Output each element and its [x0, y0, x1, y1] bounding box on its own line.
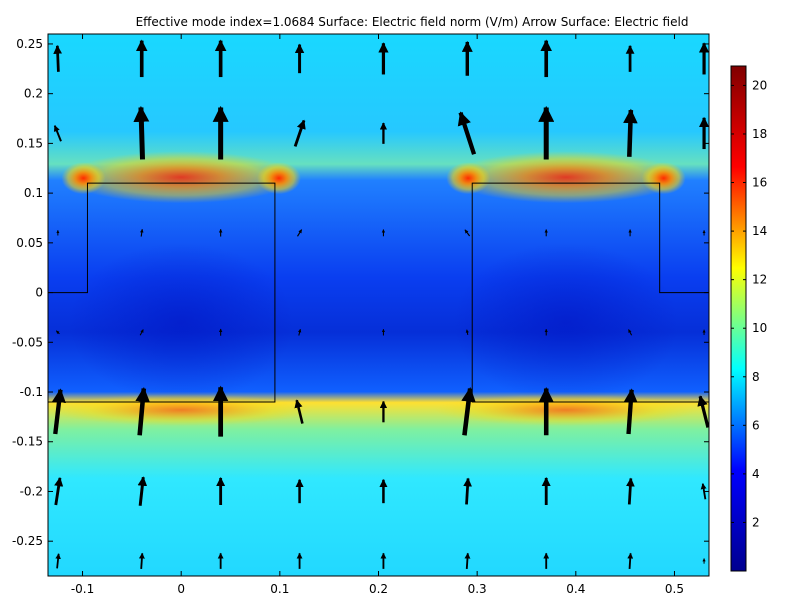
- x-tick-label: 0.1: [270, 582, 289, 596]
- dark-core-1: [453, 242, 679, 403]
- field-arrow: [53, 125, 62, 142]
- field-arrow: [623, 108, 638, 157]
- y-tick-label: -0.05: [12, 335, 43, 349]
- colorbar-tick-label: 2: [752, 515, 760, 529]
- colorbar-tick-label: 6: [752, 418, 760, 432]
- field-arrow: [464, 552, 471, 569]
- field-arrow: [54, 477, 64, 506]
- waveguide-outlines: [48, 182, 709, 403]
- hotspot-corner-left-0: [61, 162, 106, 195]
- x-tick-label: 0.3: [468, 582, 487, 596]
- hotspot-corner-right-1: [641, 162, 686, 195]
- field-arrow: [53, 44, 63, 72]
- y-axis: 0.25 0.2 0.15 0.1 0.05 0 -0.05 -0.1 -0.15 -0.2 -0.…: [12, 37, 709, 548]
- colorbar-ticks: 20 18 16 14 12 10 8 6 4 2: [731, 78, 767, 529]
- hotspot-top-1: [449, 151, 683, 204]
- field-arrow: [294, 399, 304, 424]
- field-arrow: [133, 105, 150, 160]
- waveguide-right: [471, 182, 709, 403]
- hotspot-top-0: [64, 151, 298, 204]
- field-arrow: [297, 328, 302, 336]
- field-arrow: [625, 477, 635, 505]
- x-tick-label: 0.2: [369, 582, 388, 596]
- colorbar-tick-label: 4: [752, 467, 760, 481]
- colorbar-tick-label: 8: [752, 370, 760, 384]
- hotspot-corner-right-0: [256, 162, 301, 195]
- y-tick-label: -0.2: [20, 484, 43, 498]
- field-arrow: [293, 119, 306, 147]
- x-tick-label: 0.4: [566, 582, 585, 596]
- hotspot-corner-left-1: [446, 162, 491, 195]
- field-arrow: [457, 111, 477, 155]
- field-arrow: [623, 388, 638, 435]
- field-arrow: [55, 553, 61, 569]
- y-tick-label: 0.15: [16, 136, 43, 150]
- x-tick-label: 0.5: [665, 582, 684, 596]
- x-axis: -0.1 0 0.1 0.2 0.3 0.4 0.5: [71, 34, 684, 596]
- plot-area: [47, 33, 710, 577]
- y-tick-label: -0.25: [12, 534, 43, 548]
- y-tick-label: 0: [35, 286, 43, 300]
- colorbar-tick-label: 16: [752, 176, 767, 190]
- field-arrow: [463, 477, 472, 505]
- colorbar-gradient: [730, 65, 747, 572]
- x-tick-label: 0: [177, 582, 185, 596]
- colorbar-tick-label: 14: [752, 224, 767, 238]
- field-arrow: [139, 329, 144, 336]
- field-arrow: [296, 229, 303, 237]
- field-arrow: [465, 329, 469, 336]
- y-tick-label: -0.15: [12, 435, 43, 449]
- y-tick-label: 0.25: [16, 37, 43, 51]
- field-arrow: [137, 476, 148, 506]
- field-arrow: [139, 228, 144, 237]
- field-arrow: [461, 387, 476, 436]
- colorbar-tick-label: 18: [752, 127, 767, 141]
- colorbar: 20 18 16 14 12 10 8 6 4 2: [730, 65, 767, 572]
- y-tick-label: 0.2: [24, 87, 43, 101]
- field-arrow: [697, 395, 709, 428]
- field-arrow: [628, 329, 633, 336]
- colorbar-tick-label: 12: [752, 273, 767, 287]
- field-arrow: [138, 552, 145, 569]
- waveguide-left: [48, 182, 276, 403]
- x-tick-label: -0.1: [71, 582, 94, 596]
- field-arrow: [135, 387, 150, 436]
- field-arrow: [55, 330, 60, 335]
- field-hotspots: [49, 151, 698, 426]
- chart-title: Effective mode index=1.0684 Surface: Ele…: [136, 15, 689, 29]
- dark-core-0: [68, 242, 294, 403]
- field-arrow: [52, 388, 66, 435]
- colorbar-tick-label: 20: [752, 78, 767, 92]
- colorbar-tick-label: 10: [752, 321, 767, 335]
- y-tick-label: 0.1: [24, 186, 43, 200]
- y-tick-label: 0.05: [16, 236, 43, 250]
- field-arrow: [464, 229, 471, 237]
- y-tick-label: -0.1: [20, 385, 43, 399]
- field-arrow: [627, 552, 634, 569]
